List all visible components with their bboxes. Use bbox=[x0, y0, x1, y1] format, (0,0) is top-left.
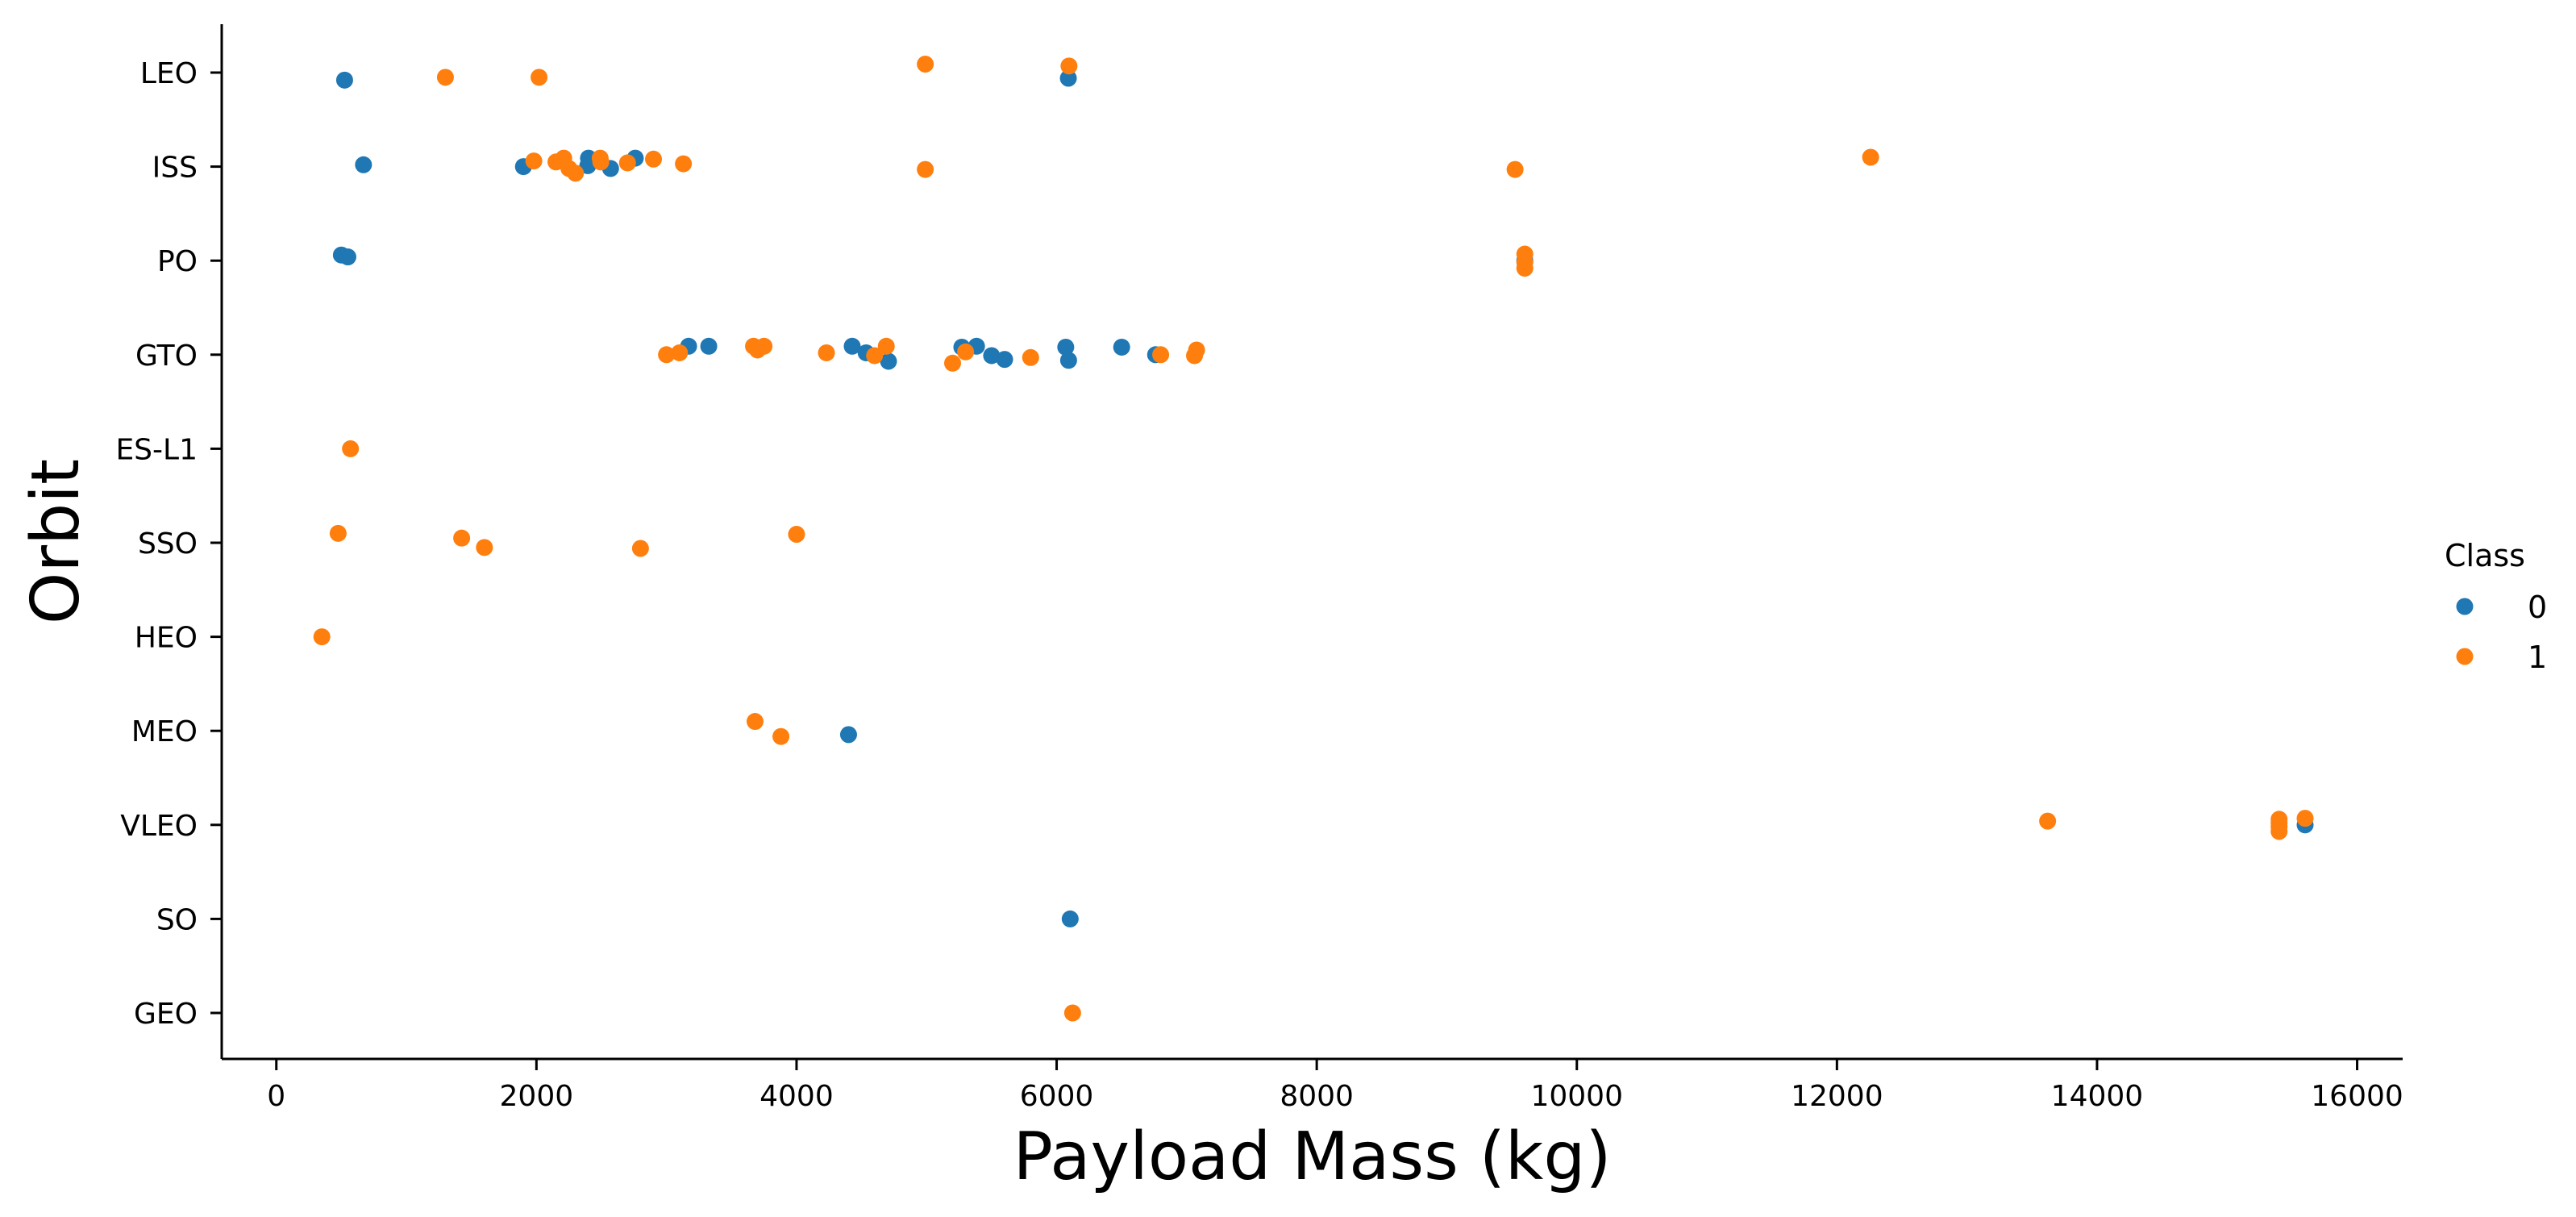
data-point-class-0 bbox=[1113, 338, 1130, 356]
data-point-class-1 bbox=[944, 354, 962, 372]
y-tick-label: SO bbox=[156, 903, 198, 936]
data-point-class-0 bbox=[983, 347, 1001, 365]
data-point-class-1 bbox=[772, 727, 790, 745]
y-tick-label: GTO bbox=[135, 340, 198, 373]
data-point-class-1 bbox=[476, 539, 493, 556]
data-point-class-1 bbox=[675, 155, 693, 173]
y-tick-label: LEO bbox=[140, 57, 198, 90]
data-point-class-1 bbox=[1188, 341, 1205, 359]
data-point-class-1 bbox=[525, 152, 543, 170]
x-axis-ticks: 0 2000 4000 6000 8000 10000 12000 14000 16000 bbox=[267, 1059, 2403, 1113]
x-tick-label: 0 bbox=[267, 1080, 285, 1113]
data-point-class-0 bbox=[1061, 910, 1079, 927]
x-tick-label: 10000 bbox=[1530, 1080, 1623, 1113]
data-point-class-1 bbox=[1022, 348, 1039, 366]
data-point-class-1 bbox=[2270, 823, 2288, 840]
y-tick-label: GEO bbox=[134, 998, 198, 1031]
legend: Class 0 1 bbox=[2445, 538, 2547, 675]
data-point-class-0 bbox=[700, 337, 718, 355]
data-point-class-1 bbox=[453, 529, 471, 547]
y-axis-ticks: LEO ISS PO GTO ES-L1 SSO HEO MEO VLEO SO GEO bbox=[115, 57, 222, 1031]
data-point-class-0 bbox=[355, 156, 372, 173]
data-point-class-1 bbox=[342, 440, 360, 457]
x-tick-label: 8000 bbox=[1280, 1080, 1354, 1113]
data-point-class-1 bbox=[818, 344, 835, 361]
data-point-class-1 bbox=[917, 56, 934, 73]
data-point-class-1 bbox=[329, 524, 347, 542]
data-point-class-1 bbox=[658, 346, 676, 364]
data-point-class-0 bbox=[996, 351, 1013, 369]
data-point-class-1 bbox=[1862, 148, 1879, 166]
data-point-class-1 bbox=[671, 344, 689, 361]
data-point-class-1 bbox=[1152, 346, 1170, 364]
y-tick-label: PO bbox=[157, 245, 198, 278]
data-point-class-1 bbox=[746, 713, 764, 731]
data-point-class-1 bbox=[1516, 260, 1534, 277]
data-point-class-0 bbox=[880, 352, 897, 370]
y-tick-label: MEO bbox=[131, 715, 198, 748]
x-tick-label: 12000 bbox=[1791, 1080, 1883, 1113]
data-point-class-1 bbox=[592, 153, 610, 171]
data-point-class-0 bbox=[839, 726, 857, 744]
y-tick-label: HEO bbox=[135, 622, 198, 655]
data-point-class-1 bbox=[788, 526, 805, 544]
x-tick-label: 4000 bbox=[759, 1080, 834, 1113]
data-point-class-1 bbox=[1506, 160, 1524, 178]
data-point-class-1 bbox=[618, 154, 636, 172]
data-points bbox=[313, 56, 2314, 1022]
x-tick-label: 16000 bbox=[2311, 1080, 2403, 1113]
x-tick-label: 14000 bbox=[2051, 1080, 2144, 1113]
y-tick-label: SSO bbox=[138, 527, 198, 561]
data-point-class-1 bbox=[631, 540, 649, 557]
data-point-class-0 bbox=[1059, 352, 1077, 369]
data-point-class-0 bbox=[339, 248, 356, 266]
y-tick-label: ES-L1 bbox=[115, 433, 198, 466]
data-point-class-1 bbox=[866, 347, 884, 365]
x-axis-title: Payload Mass (kg) bbox=[1013, 1119, 1612, 1195]
data-point-class-1 bbox=[436, 69, 454, 86]
data-point-class-1 bbox=[957, 343, 975, 361]
data-point-class-0 bbox=[1059, 69, 1077, 87]
legend-label: 1 bbox=[2528, 640, 2547, 675]
data-point-class-1 bbox=[1060, 57, 1078, 75]
data-point-class-1 bbox=[2296, 810, 2314, 827]
y-tick-label: ISS bbox=[152, 152, 198, 185]
data-point-class-0 bbox=[579, 156, 597, 174]
legend-marker bbox=[2456, 598, 2474, 615]
data-point-class-1 bbox=[755, 337, 773, 355]
data-point-class-1 bbox=[1063, 1004, 1081, 1022]
y-tick-label: VLEO bbox=[120, 810, 198, 843]
data-point-class-0 bbox=[843, 337, 861, 355]
data-point-class-1 bbox=[2039, 812, 2057, 830]
x-tick-label: 2000 bbox=[500, 1080, 574, 1113]
data-point-class-1 bbox=[877, 337, 895, 355]
legend-title: Class bbox=[2445, 538, 2525, 573]
legend-marker bbox=[2456, 648, 2474, 665]
data-point-class-0 bbox=[335, 71, 353, 89]
data-point-class-1 bbox=[645, 150, 663, 168]
legend-label: 0 bbox=[2528, 590, 2547, 625]
data-point-class-1 bbox=[917, 160, 934, 178]
data-point-class-1 bbox=[313, 628, 331, 646]
y-axis-title: Orbit bbox=[18, 459, 94, 624]
x-tick-label: 6000 bbox=[1020, 1080, 1094, 1113]
data-point-class-0 bbox=[1057, 338, 1075, 356]
data-point-class-1 bbox=[531, 69, 548, 86]
data-point-class-1 bbox=[567, 165, 585, 182]
